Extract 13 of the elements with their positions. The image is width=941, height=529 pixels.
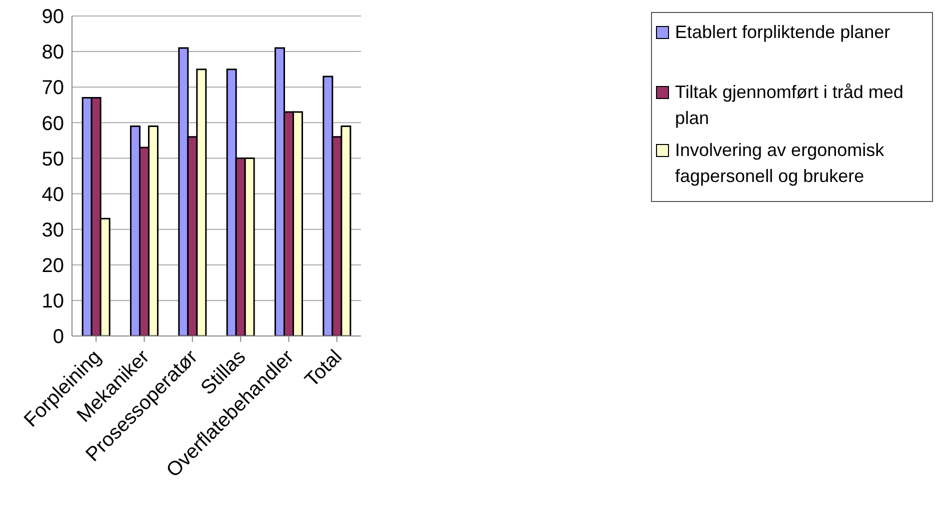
legend-label: Etablert forpliktende planer — [675, 21, 890, 44]
y-tick-label: 70 — [42, 77, 64, 100]
y-tick-label: 30 — [42, 219, 64, 242]
y-tick-label: 90 — [42, 6, 64, 28]
y-tick-label: 80 — [42, 42, 64, 64]
legend-label: Tiltak gjennomført i tråd med plan — [675, 81, 904, 130]
y-tick-label: 50 — [42, 148, 64, 170]
y-tick-label: 20 — [42, 254, 64, 277]
y-tick-label: 0 — [52, 326, 64, 348]
y-tick-label: 10 — [42, 290, 64, 313]
y-tick-label: 40 — [42, 184, 64, 206]
legend-label: Involvering av ergonomisk fagpersonell og brukere — [675, 139, 886, 188]
y-tick-label: 60 — [42, 112, 64, 135]
